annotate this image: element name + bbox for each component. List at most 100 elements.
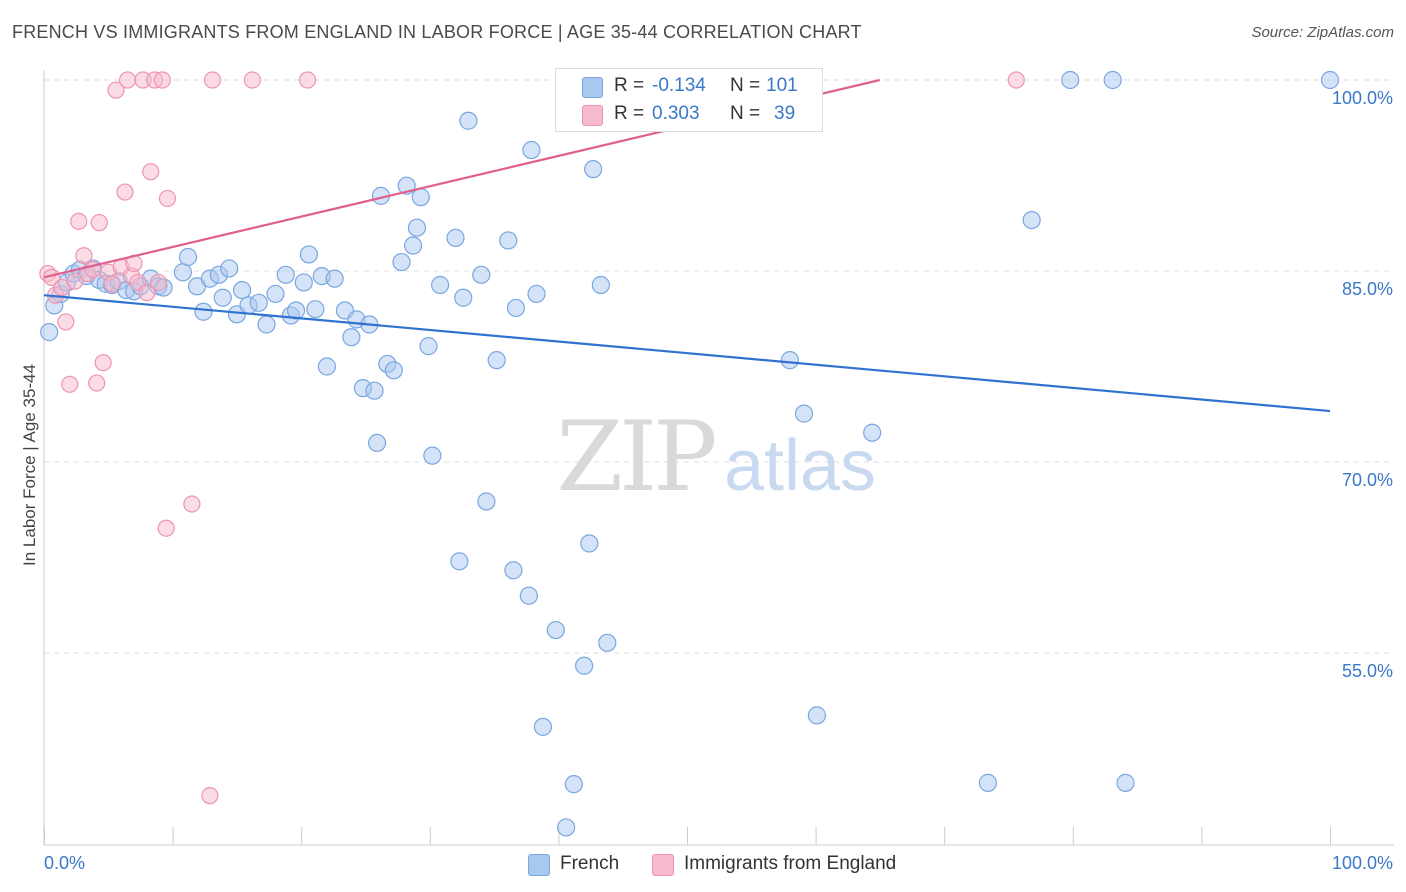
- french-point: [220, 259, 239, 278]
- french-point: [384, 361, 403, 380]
- england-legend-label: Immigrants from England: [684, 853, 897, 874]
- england-point: [43, 268, 61, 286]
- england-point: [66, 272, 84, 290]
- french-point: [546, 620, 565, 640]
- french-point: [504, 561, 523, 580]
- french-point: [365, 381, 384, 400]
- french-point: [194, 302, 213, 321]
- french-point: [1116, 773, 1135, 792]
- england-point: [158, 189, 177, 208]
- england-point: [94, 354, 112, 372]
- french-point: [392, 252, 411, 272]
- french-point: [522, 140, 541, 160]
- r-label: R =: [614, 75, 645, 96]
- england-point: [1007, 71, 1025, 89]
- england-point: [142, 163, 160, 181]
- watermark-zip: ZIP: [556, 401, 715, 513]
- french-point: [580, 534, 599, 553]
- england-point: [57, 313, 75, 331]
- french-point: [325, 269, 344, 288]
- french-point: [1061, 70, 1080, 90]
- england-point: [75, 247, 93, 265]
- england-r-value: 0.303: [652, 103, 700, 124]
- french-point: [527, 284, 546, 304]
- watermark-atlas: atlas: [724, 426, 876, 506]
- french-r-value: -0.134: [652, 75, 706, 96]
- england-point: [90, 214, 108, 232]
- england-legend-swatch: [652, 854, 674, 876]
- french-point: [506, 298, 526, 318]
- england-point: [138, 284, 156, 302]
- england-point: [149, 273, 168, 292]
- tick-labels: 100.0% 85.0% 70.0% 55.0% 0.0% 100.0%: [44, 88, 1393, 873]
- french-point: [472, 265, 491, 284]
- french-point: [807, 706, 826, 725]
- england-point: [243, 71, 261, 89]
- french-point: [213, 288, 232, 307]
- french-point: [533, 717, 553, 736]
- french-legend-swatch: [528, 854, 550, 876]
- french-point: [407, 218, 427, 237]
- y-tick-label: 70.0%: [1342, 470, 1393, 490]
- r-label: R =: [614, 103, 645, 124]
- n-label: N =: [730, 103, 761, 124]
- french-point: [317, 357, 337, 376]
- french-point: [178, 247, 198, 267]
- england-point: [116, 183, 134, 201]
- french-point: [487, 351, 506, 370]
- x-tick-label: 0.0%: [44, 853, 85, 873]
- grid-lines: [44, 79, 1394, 654]
- french-point: [403, 236, 423, 255]
- french-trend-line: [43, 294, 1331, 413]
- england-point: [157, 519, 175, 537]
- french-point: [1320, 70, 1340, 90]
- french-point: [459, 111, 478, 130]
- french-point: [342, 328, 361, 347]
- french-point: [306, 300, 325, 319]
- watermark: ZIP atlas: [556, 401, 876, 513]
- french-point: [575, 656, 594, 675]
- french-point: [446, 228, 465, 247]
- french-point: [173, 263, 192, 282]
- england-point: [153, 71, 171, 89]
- england-point: [299, 71, 317, 89]
- french-point: [430, 275, 450, 295]
- french-point: [1103, 70, 1122, 90]
- england-points: [39, 71, 1025, 805]
- french-point: [477, 492, 496, 511]
- y-tick-label: 55.0%: [1342, 661, 1393, 681]
- french-point: [499, 231, 518, 250]
- legend-row-french: R = -0.134 N = 101: [556, 73, 822, 99]
- axes: [43, 70, 1394, 846]
- england-point: [88, 374, 106, 392]
- n-label: N =: [730, 75, 761, 96]
- french-point: [40, 323, 59, 342]
- french-point: [294, 273, 313, 292]
- england-point: [61, 375, 79, 393]
- england-point: [70, 212, 88, 230]
- french-point: [564, 775, 583, 794]
- y-tick-label: 85.0%: [1342, 279, 1393, 299]
- french-point: [367, 433, 387, 452]
- french-point: [299, 245, 319, 264]
- french-point: [257, 315, 276, 334]
- legend-row-england: R = 0.303 N = 39: [556, 101, 822, 127]
- french-point: [450, 552, 469, 571]
- french-point: [591, 275, 610, 295]
- x-tick-label: 100.0%: [1332, 853, 1393, 873]
- england-point: [201, 787, 219, 805]
- french-point: [232, 281, 252, 300]
- french-point: [419, 337, 438, 356]
- french-point: [519, 586, 538, 605]
- french-point: [598, 633, 617, 652]
- french-point: [794, 404, 814, 423]
- chart-title: FRENCH VS IMMIGRANTS FROM ENGLAND IN LAB…: [12, 22, 862, 42]
- y-tick-label: 100.0%: [1332, 88, 1393, 108]
- french-n-value: 101: [766, 75, 798, 96]
- england-point: [103, 275, 121, 293]
- french-legend-label: French: [560, 853, 620, 874]
- england-swatch: [582, 105, 603, 126]
- french-point: [249, 293, 268, 312]
- french-point: [557, 818, 576, 837]
